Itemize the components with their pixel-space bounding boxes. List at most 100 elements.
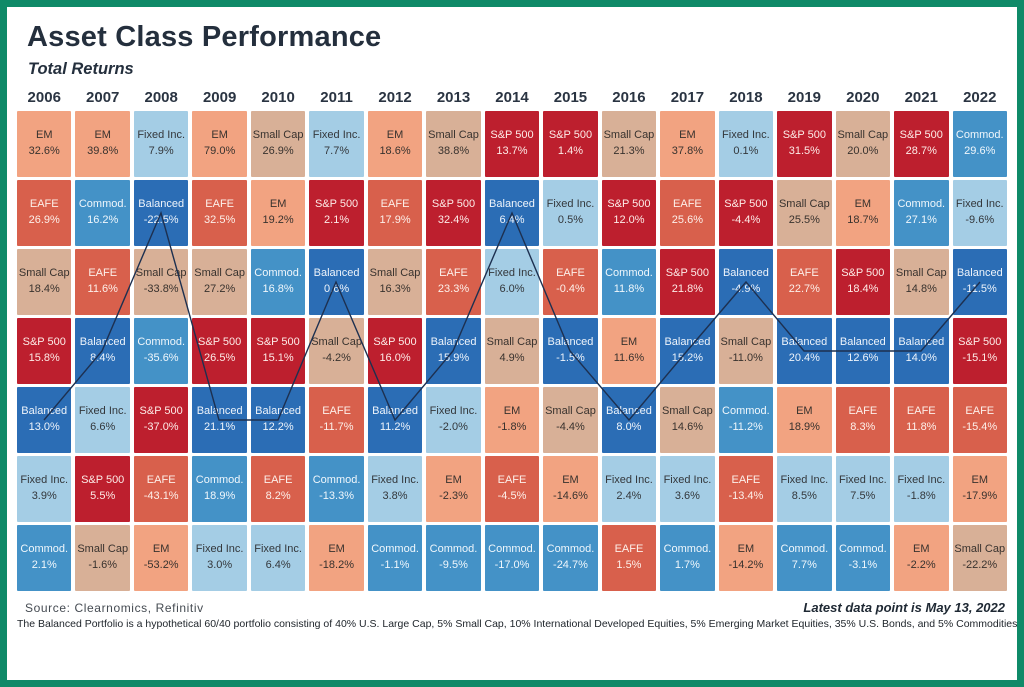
asset-cell-value: 3.9% bbox=[31, 490, 57, 502]
asset-cell-value: -17.0% bbox=[494, 559, 530, 571]
year-label: 2019 bbox=[787, 89, 822, 106]
asset-cell: Small Cap -4.2% bbox=[309, 318, 364, 384]
asset-cell-value: -1.6% bbox=[88, 559, 118, 571]
asset-cell-value: 32.4% bbox=[437, 214, 470, 226]
asset-cell-label: EAFE bbox=[439, 267, 468, 280]
asset-cell: EAFE 11.6% bbox=[75, 249, 130, 315]
asset-cell-value: 39.8% bbox=[87, 145, 119, 157]
asset-cell: S&P 500 26.5% bbox=[192, 318, 247, 384]
asset-cell-label: Small Cap bbox=[778, 198, 830, 211]
asset-cell-value: -11.2% bbox=[728, 421, 763, 433]
asset-cell-value: 16.0% bbox=[379, 352, 411, 364]
asset-cell-value: 2.1% bbox=[324, 214, 350, 226]
asset-cell-label: Balanced bbox=[722, 267, 769, 280]
asset-cell-label: S&P 500 bbox=[431, 198, 476, 211]
asset-cell-label: EAFE bbox=[731, 474, 761, 487]
asset-cell-label: S&P 500 bbox=[782, 129, 826, 142]
year-label: 2010 bbox=[261, 89, 295, 106]
asset-cell-label: S&P 500 bbox=[490, 129, 534, 142]
chart-subtitle: Total Returns bbox=[28, 60, 134, 78]
asset-cell-value: -37.0% bbox=[143, 421, 179, 433]
asset-cell-label: Small Cap bbox=[194, 267, 246, 280]
asset-cell-label: Balanced bbox=[255, 405, 302, 418]
asset-cell: Fixed Inc. 7.9% bbox=[133, 111, 189, 177]
asset-cell-label: EM bbox=[445, 474, 462, 487]
asset-cell: Balanced 8.4% bbox=[75, 318, 130, 384]
asset-cell-value: 0.1% bbox=[733, 145, 759, 157]
asset-cell-label: Commod. bbox=[137, 336, 186, 349]
asset-cell-value: 1.5% bbox=[616, 559, 642, 571]
asset-cell-value: -33.8% bbox=[143, 283, 179, 295]
year-label: 2012 bbox=[378, 89, 412, 106]
asset-cell-label: S&P 500 bbox=[198, 336, 242, 349]
asset-cell-label: Fixed Inc. bbox=[488, 267, 536, 280]
asset-cell-value: 11.8% bbox=[906, 421, 937, 433]
asset-cell-value: 29.6% bbox=[964, 145, 996, 157]
asset-cell-value: -18.2% bbox=[319, 559, 354, 571]
asset-cell-label: Balanced bbox=[898, 336, 945, 349]
asset-cell-value: 7.7% bbox=[324, 145, 350, 157]
asset-cell-label: S&P 500 bbox=[256, 336, 300, 349]
asset-cell-label: Commod. bbox=[955, 129, 1004, 142]
asset-cell-value: 5.5% bbox=[90, 490, 116, 502]
asset-cell-value: 12.2% bbox=[262, 421, 294, 433]
asset-cell: EM 79.0% bbox=[192, 111, 247, 177]
asset-cell-value: 14.6% bbox=[671, 421, 703, 433]
asset-cell: Balanced 21.1% bbox=[192, 387, 247, 453]
asset-cell-label: Commod. bbox=[254, 267, 302, 280]
years-row: 2006 2007 2008 2009 2010 2011 2012 2013 2014 2015… bbox=[17, 89, 1007, 106]
asset-cell: Commod. 16.8% bbox=[250, 249, 306, 315]
asset-cell-label: EM bbox=[737, 543, 755, 556]
asset-cell: S&P 500 2.1% bbox=[309, 180, 364, 246]
asset-cell-label: Fixed Inc. bbox=[663, 474, 712, 487]
asset-cell: Fixed Inc. 3.8% bbox=[367, 456, 423, 522]
asset-cell-label: EAFE bbox=[614, 543, 644, 556]
asset-cell: EAFE -0.4% bbox=[543, 249, 598, 315]
asset-cell-value: 27.1% bbox=[905, 214, 937, 226]
asset-cell-label: Small Cap bbox=[545, 405, 596, 418]
asset-cell: S&P 500 31.5% bbox=[777, 111, 832, 177]
asset-cell-label: EM bbox=[386, 129, 404, 142]
asset-cell: Balanced 15.2% bbox=[660, 318, 715, 384]
asset-cell: Fixed Inc. 6.0% bbox=[484, 249, 540, 315]
asset-cell-label: EM bbox=[796, 405, 813, 418]
asset-cell-label: Small Cap bbox=[18, 267, 70, 280]
year-label: 2008 bbox=[144, 89, 178, 106]
asset-cell: EM -53.2% bbox=[133, 525, 189, 591]
asset-cell-label: Fixed Inc. bbox=[955, 198, 1004, 211]
asset-cell-value: 1.7% bbox=[674, 559, 700, 571]
asset-cell-value: -24.7% bbox=[553, 559, 588, 571]
asset-cell-label: Small Cap bbox=[77, 543, 129, 556]
asset-cell: EAFE 17.9% bbox=[367, 180, 423, 246]
asset-cell: EM 18.7% bbox=[835, 180, 891, 246]
asset-cell-label: Fixed Inc. bbox=[78, 405, 127, 418]
asset-cell: Balanced 11.2% bbox=[367, 387, 423, 453]
asset-cell-label: EM bbox=[35, 129, 53, 142]
year-label: 2018 bbox=[729, 89, 763, 106]
asset-cell: EM -2.3% bbox=[426, 456, 481, 522]
asset-cell-value: 38.8% bbox=[437, 145, 470, 157]
asset-cell-label: Commod. bbox=[897, 198, 946, 211]
asset-cell-value: 0.5% bbox=[557, 214, 583, 226]
asset-cell-label: EM bbox=[562, 474, 579, 487]
year-label: 2007 bbox=[86, 89, 120, 106]
asset-cell-label: EAFE bbox=[848, 405, 878, 418]
asset-cell-value: -2.3% bbox=[439, 490, 468, 502]
year-label: 2013 bbox=[436, 89, 471, 106]
asset-cell: EM -18.2% bbox=[309, 525, 364, 591]
asset-cell-value: 31.5% bbox=[788, 145, 820, 157]
asset-cell-label: Fixed Inc. bbox=[137, 129, 186, 142]
asset-cell-label: Balanced bbox=[839, 336, 886, 349]
asset-cell: EM -14.6% bbox=[543, 456, 598, 522]
asset-cell-value: -0.4% bbox=[556, 283, 585, 295]
asset-cell: Fixed Inc. 0.5% bbox=[543, 180, 598, 246]
asset-cell-label: Fixed Inc. bbox=[371, 474, 419, 487]
quilt-grid: EM 32.6% EM 39.8% Fixed Inc. 7.9% EM 79.0% Small… bbox=[17, 111, 1007, 591]
asset-cell-label: Small Cap bbox=[135, 267, 187, 280]
asset-cell: S&P 500 -37.0% bbox=[133, 387, 189, 453]
asset-cell: Balanced 14.0% bbox=[894, 318, 949, 384]
asset-cell-value: 32.6% bbox=[28, 145, 60, 157]
asset-cell-label: S&P 500 bbox=[899, 129, 943, 142]
asset-cell: Small Cap -4.4% bbox=[543, 387, 598, 453]
asset-cell-label: Balanced bbox=[781, 336, 828, 349]
